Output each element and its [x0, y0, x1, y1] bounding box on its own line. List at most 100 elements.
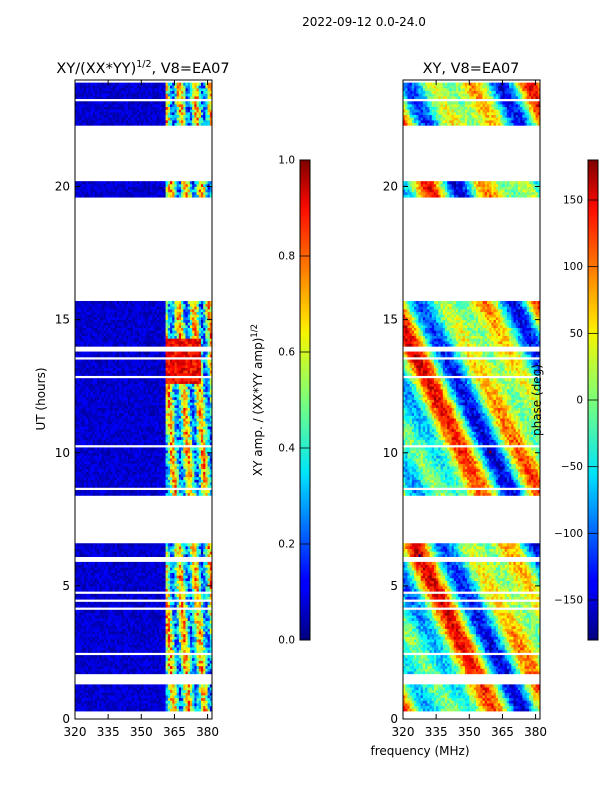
amplitude-cell: [128, 644, 131, 648]
amplitude-cell: [167, 418, 171, 422]
amplitude-cell: [101, 644, 105, 648]
amplitude-cell: [132, 545, 136, 549]
amplitude-cell: [194, 463, 198, 467]
amplitude-cell: [172, 633, 176, 637]
amplitude-cell: [103, 442, 107, 446]
amplitude-cell: [108, 583, 111, 587]
amplitude-cell: [81, 588, 85, 592]
amplitude-cell: [81, 492, 85, 496]
amplitude-cell: [139, 548, 142, 552]
amplitude-cell: [114, 636, 118, 640]
amplitude-cell: [136, 551, 140, 555]
amplitude-cell: [209, 479, 212, 483]
amplitude-cell: [187, 545, 191, 549]
amplitude-cell: [114, 593, 118, 597]
amplitude-cell: [161, 695, 164, 699]
amplitude-cell: [105, 649, 109, 653]
amplitude-cell: [123, 625, 127, 629]
amplitude-cell: [205, 631, 209, 635]
amplitude-cell: [152, 665, 156, 669]
amplitude-cell: [86, 423, 89, 427]
amplitude-cell: [192, 484, 195, 488]
amplitude-cell: [88, 636, 92, 640]
amplitude-cell: [154, 671, 158, 675]
amplitude-cell: [108, 436, 111, 440]
amplitude-cell: [75, 703, 78, 707]
amplitude-cell: [90, 436, 94, 440]
amplitude-cell: [163, 474, 167, 478]
amplitude-cell: [121, 631, 125, 635]
amplitude-cell: [97, 476, 100, 480]
amplitude-cell: [145, 609, 149, 613]
amplitude-cell: [83, 663, 87, 667]
amplitude-cell: [187, 471, 191, 475]
amplitude-cell: [125, 436, 129, 440]
amplitude-cell: [192, 593, 195, 597]
amplitude-cell: [119, 420, 123, 424]
amplitude-cell: [75, 644, 78, 648]
amplitude-cell: [75, 463, 78, 467]
amplitude-cell: [172, 620, 176, 624]
amplitude-cell: [161, 601, 164, 605]
amplitude-cell: [209, 460, 212, 464]
amplitude-cell: [108, 577, 111, 581]
amplitude-cell: [145, 426, 149, 430]
amplitude-cell: [143, 572, 147, 576]
amplitude-cell: [128, 458, 131, 462]
amplitude-cell: [92, 476, 96, 480]
amplitude-cell: [83, 575, 87, 579]
amplitude-cell: [178, 561, 182, 565]
amplitude-cell: [75, 628, 78, 632]
amplitude-cell: [161, 492, 164, 496]
amplitude-cell: [116, 617, 120, 621]
amplitude-cell: [185, 447, 189, 451]
amplitude-cell: [178, 466, 182, 470]
amplitude-cell: [101, 439, 105, 443]
amplitude-cell: [205, 625, 209, 629]
amplitude-cell: [116, 615, 120, 619]
amplitude-cell: [170, 426, 173, 430]
amplitude-cell: [143, 466, 147, 470]
amplitude-cell: [123, 553, 127, 557]
amplitude-cell: [198, 665, 202, 669]
amplitude-cell: [77, 601, 81, 605]
amplitude-cell: [205, 463, 209, 467]
amplitude-cell: [170, 580, 173, 584]
amplitude-cell: [163, 612, 167, 616]
amplitude-cell: [83, 545, 87, 549]
amplitude-cell: [121, 636, 125, 640]
amplitude-cell: [181, 471, 184, 475]
amplitude-cell: [181, 564, 184, 568]
amplitude-cell: [187, 463, 191, 467]
amplitude-cell: [143, 415, 147, 419]
amplitude-cell: [134, 593, 138, 597]
amplitude-cell: [112, 490, 116, 494]
amplitude-cell: [81, 484, 85, 488]
amplitude-cell: [116, 633, 120, 637]
amplitude-cell: [209, 641, 212, 645]
amplitude-cell: [90, 601, 94, 605]
amplitude-cell: [92, 463, 96, 467]
amplitude-cell: [163, 434, 167, 438]
amplitude-cell: [163, 596, 167, 600]
amplitude-cell: [139, 575, 142, 579]
amplitude-cell: [94, 460, 98, 464]
amplitude-cell: [101, 458, 105, 462]
amplitude-cell: [94, 468, 98, 472]
amplitude-cell: [147, 692, 151, 696]
amplitude-cell: [143, 420, 147, 424]
amplitude-cell: [176, 463, 180, 467]
amplitude-cell: [119, 684, 123, 688]
amplitude-cell: [112, 636, 116, 640]
amplitude-cell: [145, 628, 149, 632]
amplitude-cell: [152, 583, 156, 587]
amplitude-cell: [207, 700, 211, 704]
amplitude-cell: [97, 436, 100, 440]
amplitude-cell: [128, 442, 131, 446]
amplitude-cell: [209, 450, 212, 454]
amplitude-cell: [152, 644, 156, 648]
amplitude-cell: [145, 572, 149, 576]
amplitude-cell: [147, 580, 151, 584]
amplitude-cell: [158, 649, 162, 653]
amplitude-cell: [141, 663, 145, 667]
